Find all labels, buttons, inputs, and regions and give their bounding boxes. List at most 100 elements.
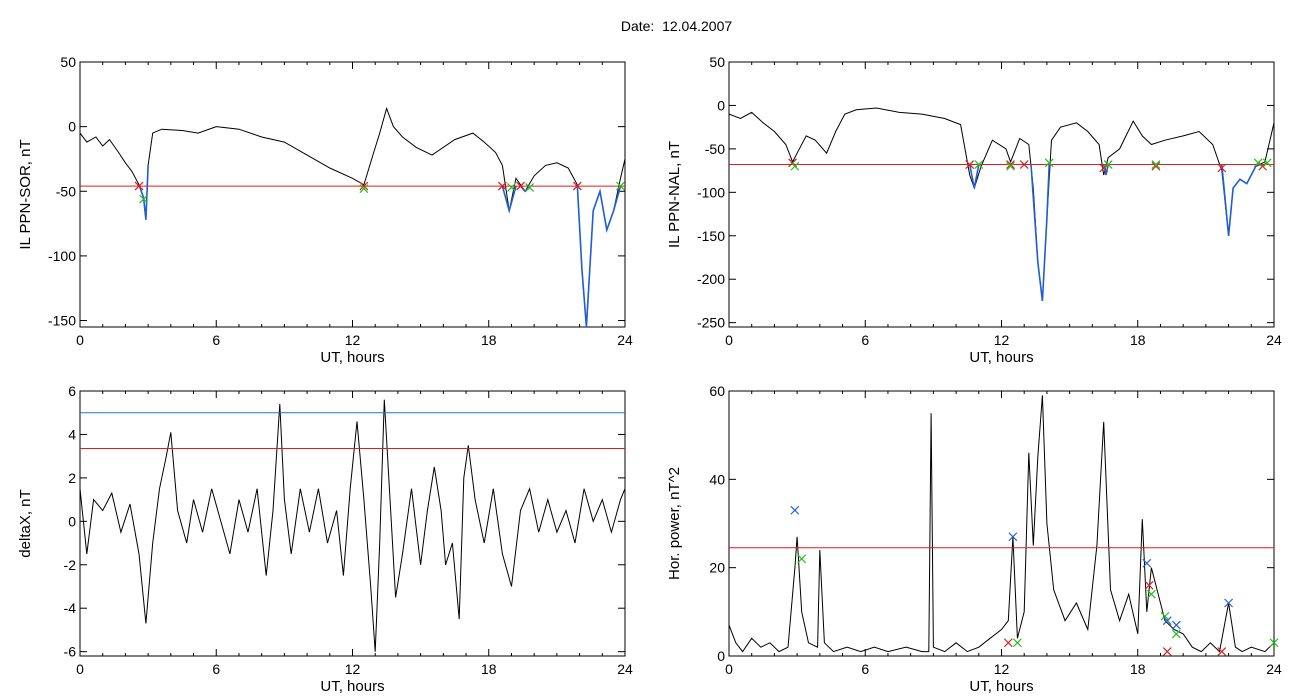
highlight-segment: [576, 184, 622, 327]
marker-green: [1269, 638, 1279, 648]
marker-green: [1151, 160, 1161, 169]
marker-green-stroke: [1044, 158, 1054, 168]
marker-green-stroke: [1006, 161, 1016, 171]
x-tick-label: 24: [617, 661, 633, 677]
marker-green: [1146, 589, 1156, 599]
marker-red: [1006, 160, 1016, 169]
marker-red-stroke: [134, 181, 144, 191]
y-tick-label: 0: [68, 513, 76, 529]
marker-blue: [1224, 598, 1234, 608]
x-axis-label: UT, hours: [969, 349, 1033, 366]
x-tick-label: 12: [345, 661, 361, 677]
marker-green: [1262, 158, 1272, 168]
marker-red: [1003, 638, 1013, 648]
marker-red-stroke: [359, 181, 369, 191]
marker-blue-stroke: [1142, 558, 1152, 568]
marker-red-stroke: [1019, 160, 1029, 169]
marker-red: [1217, 647, 1227, 657]
y-tick-label: 0: [717, 97, 725, 113]
marker-green: [790, 161, 800, 171]
x-tick-label: 12: [345, 332, 361, 348]
marker-red: [1217, 163, 1227, 173]
y-tick-label: 40: [709, 471, 725, 487]
marker-red: [572, 181, 582, 191]
x-axis-label: UT, hours: [320, 678, 384, 695]
y-tick-label: -6: [64, 644, 77, 660]
x-tick-label: 6: [212, 332, 220, 348]
marker-green: [139, 194, 149, 204]
marker-red: [1151, 161, 1161, 171]
marker-red-stroke: [1217, 163, 1227, 173]
y-tick-label: 6: [68, 383, 76, 399]
x-tick-label: 18: [481, 661, 497, 677]
plot-frame: [728, 390, 1275, 657]
marker-green: [974, 160, 984, 169]
plot-frame: [79, 61, 626, 328]
y-tick-label: 2: [68, 470, 76, 486]
panel-power: 0 6 12 18 24 60 40 20 0 UT, hours Hor. power, nT^2: [666, 383, 1282, 695]
y-tick-label: -250: [697, 315, 725, 331]
y-axis-label: deltaX, nT: [17, 489, 34, 557]
marker-red-stroke: [497, 181, 507, 191]
marker-blue-stroke: [1171, 620, 1181, 630]
y-tick-label: -150: [48, 313, 76, 329]
marker-green-stroke: [1012, 638, 1022, 648]
marker-green: [1006, 161, 1016, 171]
marker-red: [359, 181, 369, 191]
marker-green: [797, 554, 807, 564]
marker-red-stroke: [1258, 161, 1268, 171]
marker-red-stroke: [516, 181, 525, 191]
marker-red-stroke: [1151, 161, 1161, 171]
highlight-segment: [1221, 163, 1261, 236]
marker-green: [1044, 158, 1054, 168]
marker-red-stroke: [1144, 580, 1154, 590]
marker-blue: [1142, 558, 1152, 568]
y-tick-label: -150: [697, 228, 725, 244]
marker-red: [1258, 161, 1268, 171]
x-tick-label: 0: [76, 661, 84, 677]
y-tick-label: 50: [60, 54, 76, 70]
x-tick-label: 6: [861, 332, 869, 348]
highlight-segment: [1030, 164, 1050, 301]
marker-blue-stroke: [1162, 616, 1172, 626]
x-tick-label: 24: [1266, 661, 1282, 677]
x-axis-label: UT, hours: [320, 349, 384, 366]
marker-green-stroke: [359, 184, 369, 194]
x-tick-label: 0: [725, 661, 733, 677]
x-tick-label: 24: [617, 332, 633, 348]
marker-green: [1253, 158, 1263, 168]
plot-area: [729, 107, 1274, 301]
panel-nal: 0 6 12 18 24 50 0 -50 -100 -150 -200 -250 UT, hours I…: [666, 54, 1282, 366]
x-tick-label: 18: [481, 332, 497, 348]
marker-red: [1162, 647, 1172, 657]
series-line: [80, 399, 625, 652]
series-line: [729, 107, 1274, 301]
marker-red-stroke: [572, 181, 582, 191]
marker-green: [1103, 160, 1113, 169]
marker-blue-stroke: [790, 505, 800, 515]
plot-area: [80, 399, 625, 652]
highlight-segment: [501, 185, 517, 214]
marker-red: [516, 181, 525, 191]
marker-green-stroke: [974, 160, 984, 169]
marker-green: [1160, 611, 1170, 621]
y-tick-label: -100: [48, 248, 76, 264]
y-tick-label: -2: [64, 557, 77, 573]
marker-red: [1099, 163, 1109, 173]
x-tick-label: 0: [725, 332, 733, 348]
marker-green: [507, 182, 516, 192]
y-axis-label: Hor. power, nT^2: [666, 467, 683, 580]
marker-blue: [1171, 620, 1181, 630]
panel-deltax: 0 6 12 18 24 6 4 2 0 -2 -4 -6 UT, hours deltaX, nT: [17, 383, 633, 695]
marker-red: [1144, 580, 1154, 590]
marker-blue-stroke: [1224, 598, 1234, 608]
marker-red-stroke: [788, 158, 798, 168]
highlight-segment: [968, 164, 980, 189]
plot-frame: [79, 390, 626, 657]
x-tick-label: 12: [994, 661, 1010, 677]
marker-red-stroke: [1006, 160, 1016, 169]
marker-green-stroke: [1146, 589, 1156, 599]
plot-area: [80, 106, 625, 327]
y-tick-label: -4: [64, 600, 77, 616]
